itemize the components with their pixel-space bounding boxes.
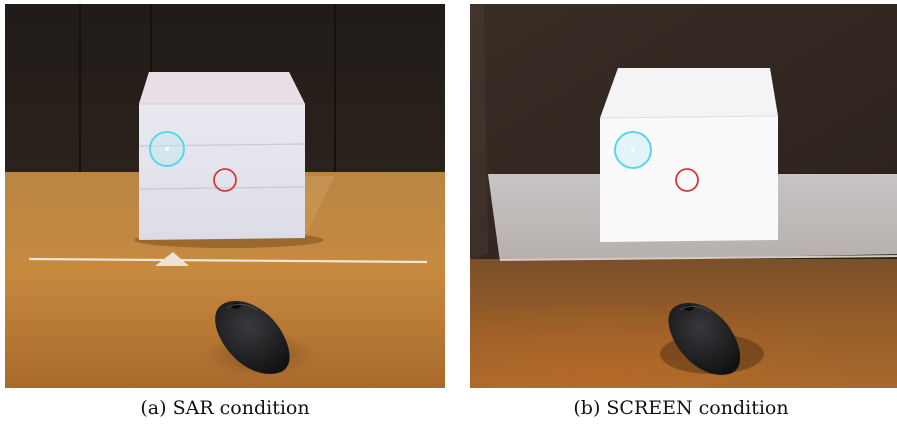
red-cursor-marker [213,168,237,192]
caption-screen-condition: (b) SCREEN condition [573,397,789,419]
foam-cube [138,72,306,240]
projected-line [28,257,428,264]
computer-mouse [215,300,290,374]
computer-mouse [668,302,741,375]
photo-screen-condition [470,4,897,388]
red-cursor-marker [675,168,699,192]
caption-sar-condition: (a) SAR condition [140,397,310,419]
projected-arrow [155,252,189,266]
photo-sar-condition [5,4,445,388]
